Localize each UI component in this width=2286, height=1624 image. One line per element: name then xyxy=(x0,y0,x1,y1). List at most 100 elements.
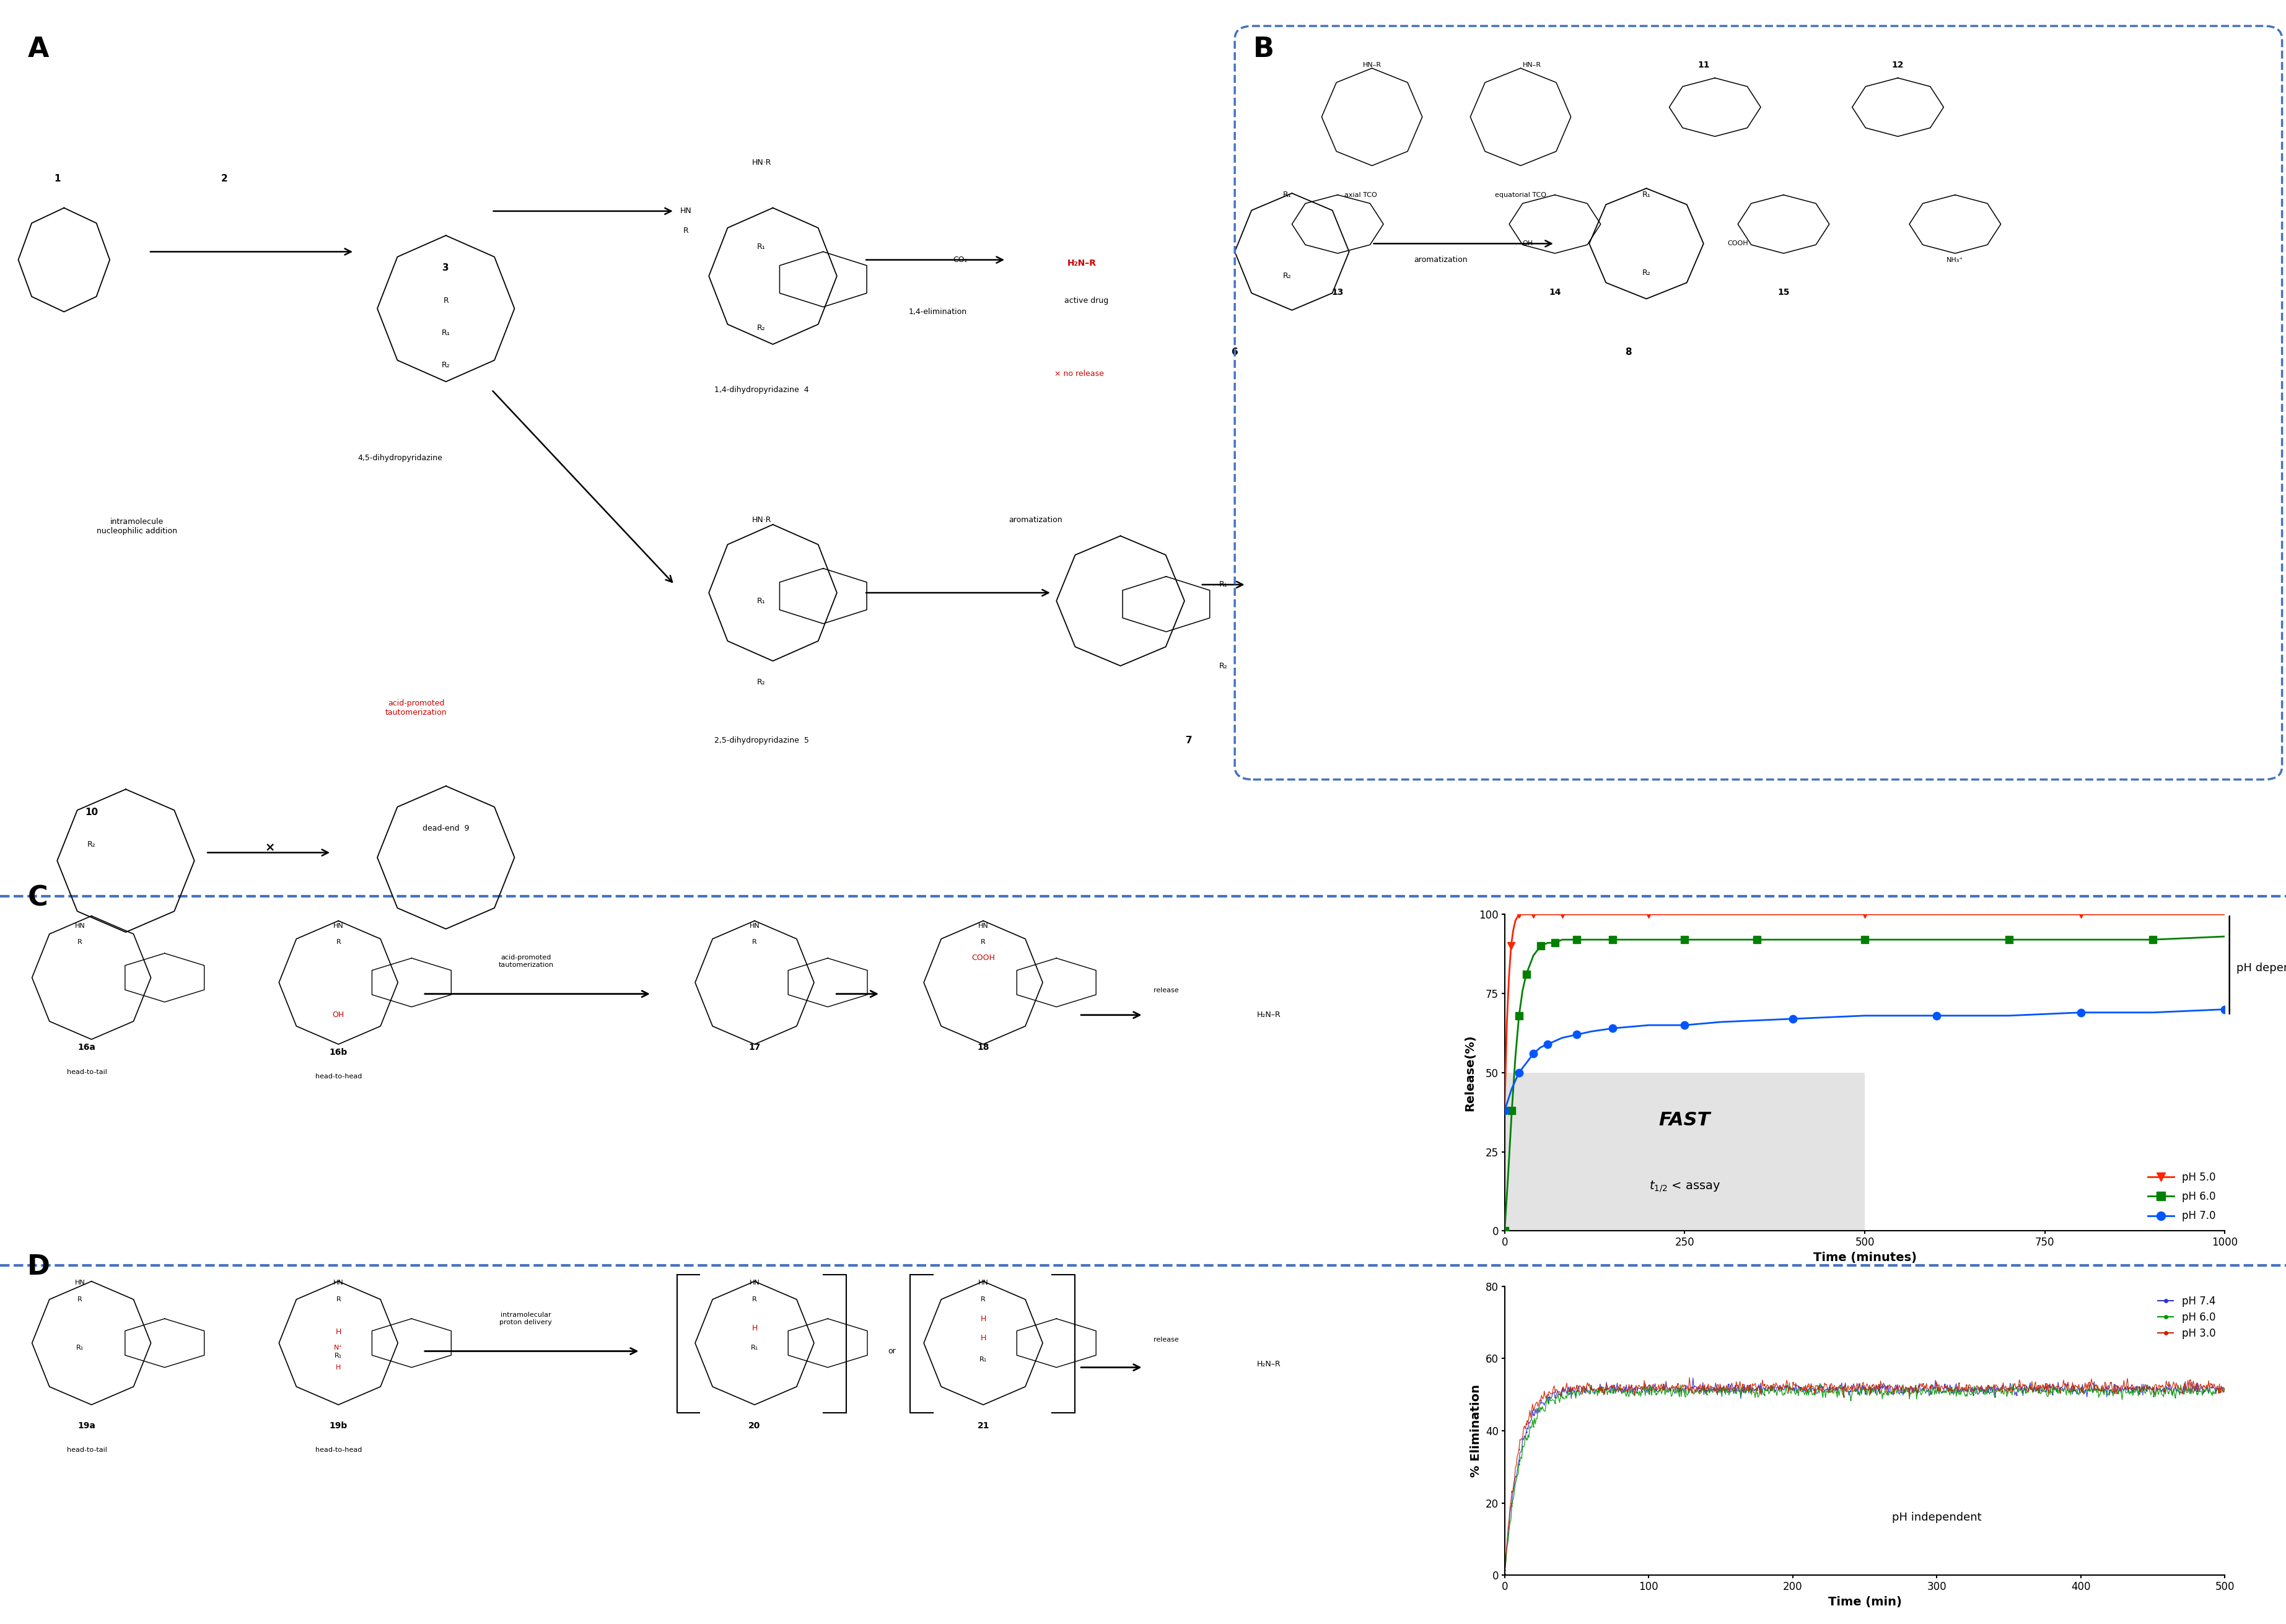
pH 7.0 xyxy=(1634,1015,1662,1034)
pH 7.0 xyxy=(1490,1101,1518,1121)
pH 6.0 xyxy=(1598,931,1625,950)
Text: acid-promoted
tautomerization: acid-promoted tautomerization xyxy=(386,700,446,716)
Text: HN: HN xyxy=(978,1280,988,1286)
Y-axis label: % Elimination: % Elimination xyxy=(1470,1384,1481,1478)
pH 5.0 xyxy=(1500,921,1527,940)
pH 5.0 xyxy=(1502,911,1529,931)
pH 7.0 xyxy=(1779,1009,1806,1028)
Text: NH₃⁺: NH₃⁺ xyxy=(1945,257,1964,263)
Text: N⁺: N⁺ xyxy=(334,1345,343,1351)
pH 6.0 xyxy=(1993,931,2021,950)
Text: HN: HN xyxy=(334,922,343,929)
Text: 2: 2 xyxy=(222,174,226,184)
Text: R₁: R₁ xyxy=(757,244,766,250)
Text: 11: 11 xyxy=(1696,60,1710,70)
pH 5.0 xyxy=(1504,905,1532,924)
Text: head-to-head: head-to-head xyxy=(315,1073,361,1080)
pH 5.0 xyxy=(1564,905,1591,924)
Text: head-to-tail: head-to-tail xyxy=(66,1069,107,1075)
Text: aromatization: aromatization xyxy=(1413,257,1468,263)
pH 5.0 xyxy=(1490,1101,1518,1121)
Line: pH 6.0: pH 6.0 xyxy=(1504,1382,2224,1572)
Text: HN: HN xyxy=(75,1280,85,1286)
Text: 1,4-dihydropyridazine 4: 1,4-dihydropyridazine 4 xyxy=(713,387,809,393)
Text: R: R xyxy=(78,1296,82,1302)
Text: HN: HN xyxy=(75,922,85,929)
Text: dead-end 9: dead-end 9 xyxy=(423,825,469,831)
pH 6.0 xyxy=(1534,934,1561,953)
pH 7.4 xyxy=(1678,1369,1705,1389)
Text: R₂: R₂ xyxy=(757,679,766,685)
Text: 6: 6 xyxy=(1232,348,1237,357)
Bar xyxy=(1504,1072,1865,1231)
pH 3.0 xyxy=(2037,1377,2064,1397)
Text: R₁: R₁ xyxy=(75,1345,85,1351)
pH 3.0 xyxy=(2211,1380,2238,1400)
pH 3.0 xyxy=(1909,1382,1936,1402)
pH 3.0 xyxy=(1950,1377,1977,1397)
pH 6.0 xyxy=(1511,965,1538,984)
pH 5.0 xyxy=(2067,905,2094,924)
Text: R₁: R₁ xyxy=(334,1353,343,1359)
pH 6.0 xyxy=(1490,1561,1518,1580)
Text: head-to-head: head-to-head xyxy=(315,1447,361,1453)
Text: FAST: FAST xyxy=(1657,1111,1710,1129)
pH 6.0 xyxy=(1495,1164,1522,1184)
Text: 1: 1 xyxy=(55,174,59,184)
pH 6.0 xyxy=(2211,1379,2238,1398)
pH 6.0 xyxy=(2067,931,2094,950)
Text: H₂N–R: H₂N–R xyxy=(1257,1012,1280,1018)
Text: R₁: R₁ xyxy=(757,598,766,604)
pH 7.0 xyxy=(1577,1021,1605,1041)
Text: R₂: R₂ xyxy=(757,325,766,331)
pH 7.0 xyxy=(2211,999,2238,1020)
Text: 8: 8 xyxy=(1625,348,1630,357)
pH 7.4 xyxy=(1490,1564,1518,1583)
Text: 2,5-dihydropyridazine 5: 2,5-dihydropyridazine 5 xyxy=(713,737,809,744)
Line: pH 5.0: pH 5.0 xyxy=(1500,911,2229,1114)
pH 5.0 xyxy=(2211,905,2238,924)
Text: R: R xyxy=(752,939,757,945)
pH 6.0 xyxy=(1520,945,1548,965)
pH 5.0 xyxy=(2140,905,2167,924)
pH 6.0 xyxy=(1909,1379,1936,1398)
Text: 10: 10 xyxy=(85,807,98,817)
Text: R: R xyxy=(336,939,341,945)
pH 3.0 xyxy=(2112,1379,2140,1398)
pH 7.0 xyxy=(1511,1054,1538,1073)
Text: head-to-tail: head-to-tail xyxy=(66,1447,107,1453)
Text: R₁: R₁ xyxy=(1282,192,1292,198)
Text: HN–R: HN–R xyxy=(1522,62,1541,68)
pH 6.0 xyxy=(1779,931,1806,950)
pH 6.0 xyxy=(1548,931,1575,950)
pH 6.0 xyxy=(1504,1005,1532,1025)
pH 6.0 xyxy=(1564,931,1591,950)
Text: R₂: R₂ xyxy=(1282,273,1292,279)
Text: 16a: 16a xyxy=(78,1043,96,1052)
pH 6.0 xyxy=(1534,1395,1561,1415)
pH 5.0 xyxy=(1527,905,1554,924)
pH 6.0 xyxy=(1509,981,1536,1000)
Text: R: R xyxy=(981,1296,985,1302)
pH 5.0 xyxy=(1548,905,1575,924)
Text: H: H xyxy=(981,1315,985,1322)
Text: R₂: R₂ xyxy=(441,362,450,369)
Text: H: H xyxy=(752,1325,757,1332)
Text: HN: HN xyxy=(334,1280,343,1286)
Y-axis label: Release(%): Release(%) xyxy=(1463,1034,1474,1111)
pH 3.0 xyxy=(1929,1379,1957,1398)
pH 6.0 xyxy=(1541,934,1568,953)
Line: pH 6.0: pH 6.0 xyxy=(1500,932,2229,1234)
Text: R₁: R₁ xyxy=(1641,192,1650,198)
Text: 13: 13 xyxy=(1330,287,1344,297)
pH 7.0 xyxy=(1497,1078,1525,1098)
Text: 4,5-dihydropyridazine: 4,5-dihydropyridazine xyxy=(357,455,443,461)
Text: HN–R: HN–R xyxy=(1362,62,1381,68)
pH 6.0 xyxy=(1497,1101,1525,1121)
Text: $t_{1/2}$ < assay: $t_{1/2}$ < assay xyxy=(1648,1179,1719,1194)
Text: aromatization: aromatization xyxy=(1008,516,1063,523)
Text: 1,4-elimination: 1,4-elimination xyxy=(908,309,967,315)
Text: R: R xyxy=(981,939,985,945)
pH 5.0 xyxy=(1534,905,1561,924)
pH 5.0 xyxy=(1497,935,1525,955)
